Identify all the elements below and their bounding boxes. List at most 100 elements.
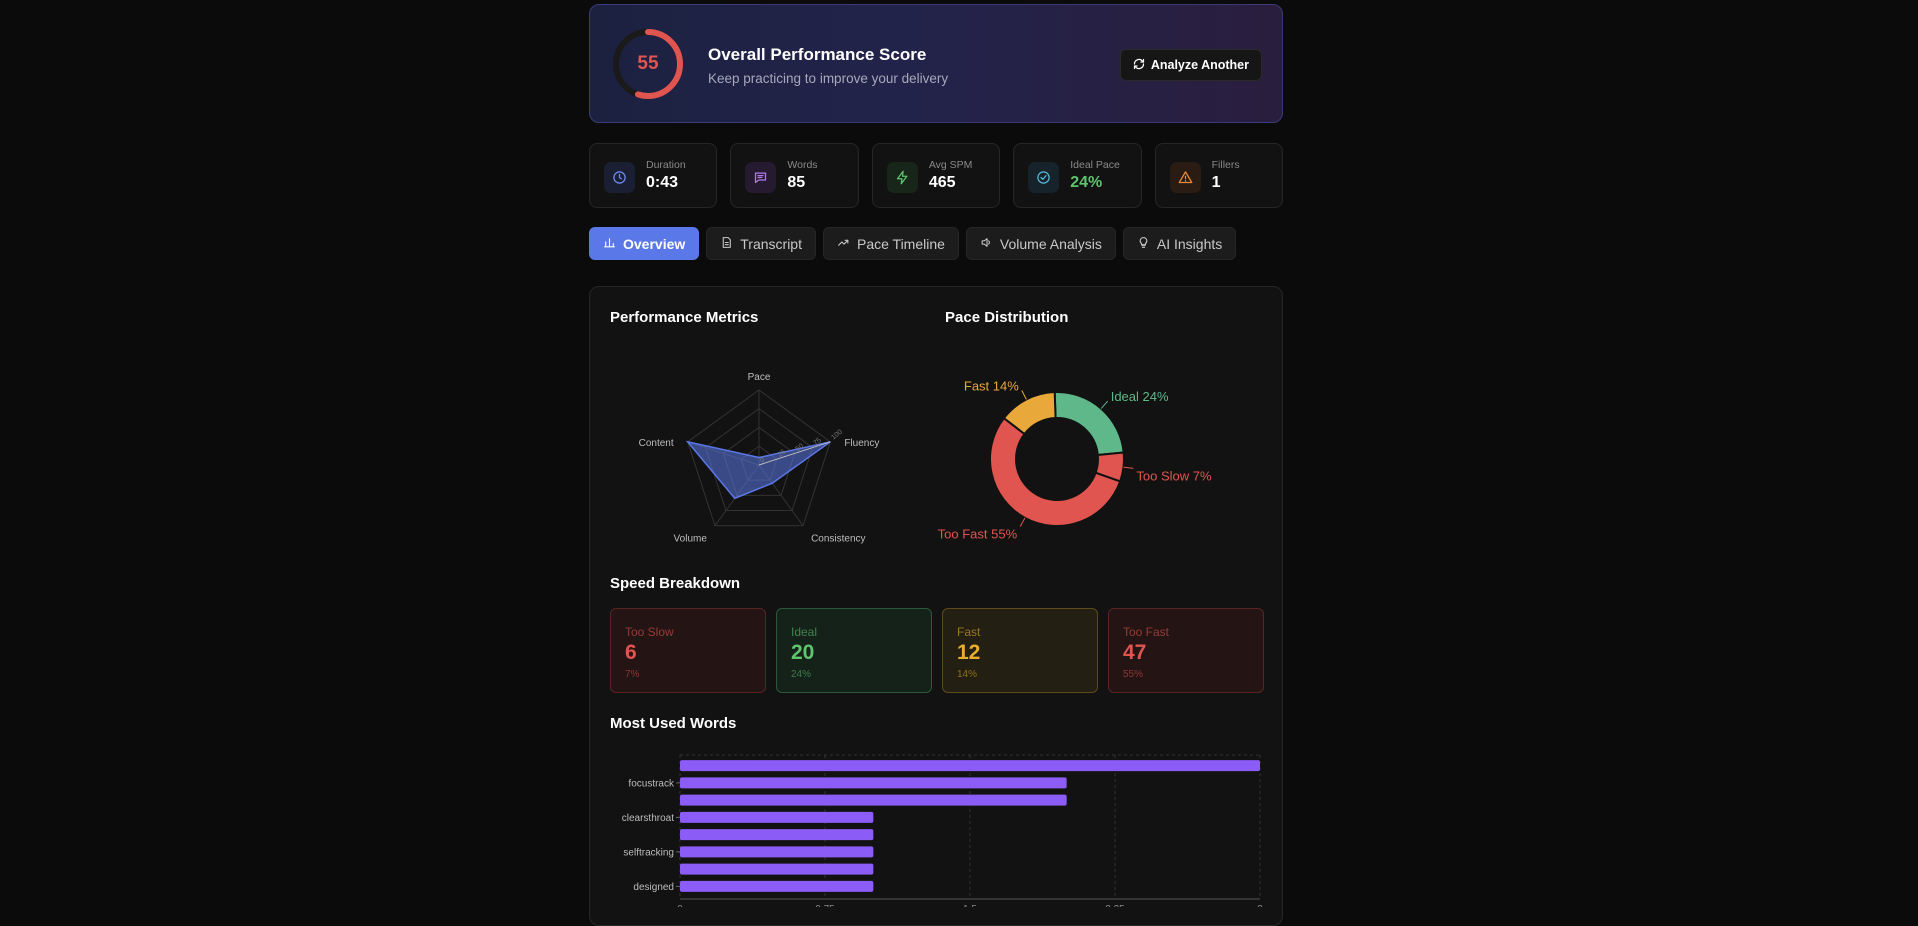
refresh-icon [1133,58,1145,73]
y-tick-label: clearsthroat [622,813,674,824]
tab-transcript[interactable]: Transcript [706,227,816,260]
radar-scale-tick: 75 [812,437,823,447]
clock-icon [604,162,635,193]
stat-value: 1 [1211,174,1221,191]
radar-series-area [685,440,831,500]
tab-ai-insights[interactable]: AI Insights [1122,227,1237,260]
speed-card-too-slow: Too Slow 6 7% [610,608,766,693]
speed-label: Too Fast [1123,625,1170,639]
word-bar [680,760,1260,772]
document-icon [720,236,733,252]
most-used-words-title: Most Used Words [610,715,737,732]
stat-value: 24% [1070,174,1103,191]
donut-slice-label: Fast 14% [964,379,1019,394]
radar-axis-label: Volume [674,534,708,545]
radar-grid-ring [687,389,831,527]
stat-words: Words 85 [730,143,859,208]
score-value: 55 [637,53,659,74]
speed-value: 6 [625,641,637,664]
speed-value: 20 [791,641,815,664]
speed-value: 47 [1123,641,1147,664]
performance-metrics-title: Performance Metrics [610,309,759,326]
stat-label: Ideal Pace [1070,159,1120,171]
tab-label: Overview [623,235,686,252]
word-bar [680,846,874,858]
warning-icon [1169,162,1201,193]
pace-distribution-title: Pace Distribution [945,309,1069,326]
lightbulb-icon [1137,236,1150,252]
x-tick-label: 1.5 [963,904,977,907]
tab-label: AI Insights [1156,235,1223,252]
tab-label: Transcript [740,235,802,252]
tab-overview[interactable]: Overview [589,227,700,260]
donut-label-line [1021,390,1027,400]
radar-scale-tick: 0 [759,457,766,465]
stat-label: Fillers [1211,159,1240,171]
message-icon [745,162,777,193]
tab-volume-analysis[interactable]: Volume Analysis [965,227,1116,260]
pace-distribution-chart: Ideal 24% Too Slow 7% Too Fast 55% Fast 14% [938,379,1212,542]
tab-label: Volume Analysis [999,235,1102,252]
y-tick-label: designed [633,882,674,893]
speed-value: 12 [957,641,981,664]
x-tick-label: 2.25 [1105,904,1125,907]
stat-label: Words [787,159,818,171]
tab-bar: Overview Transcript Pace Timeline Volume… [589,227,1237,260]
speed-breakdown-title: Speed Breakdown [610,575,741,592]
score-subtitle: Keep practicing to improve your delivery [708,71,949,86]
x-tick-label: 0 [677,904,683,907]
word-bar [680,811,874,823]
word-bar [680,880,874,892]
stat-fillers: Fillers 1 [1154,143,1284,208]
stat-duration: Duration 0:43 [589,143,718,208]
stat-ideal-pace: Ideal Pace 24% [1013,143,1142,208]
speed-card-ideal: Ideal 20 24% [776,608,932,693]
donut-label-line [1019,517,1026,527]
radar-scale-axis [758,441,831,466]
radar-grid-ring [722,426,796,496]
speed-breakdown: Too Slow 6 7% Ideal 20 24% Fast 12 14% T… [610,608,1264,693]
radar-scale-tick: 25 [777,448,788,458]
trending-icon [837,236,850,252]
radar-axis-label: Consistency [811,534,865,545]
stat-label: Avg SPM [928,159,973,171]
score-ring-gauge [613,29,683,99]
radar-grid-ring [704,408,814,512]
speed-label: Too Slow [625,625,674,639]
donut-slice-label: Ideal 24% [1111,389,1169,404]
stat-value: 0:43 [646,174,679,191]
stat-label: Duration [646,159,686,171]
word-bar [680,794,1067,806]
performance-radar-chart: 0 25 50 75 100 Pace Fluency Consistency Volume Co… [639,372,880,545]
donut-label-line [1123,466,1134,469]
speed-label: Ideal [791,625,818,639]
radar-axis-label: Content [639,438,674,449]
stat-value: 465 [928,174,956,191]
donut-slice-label: Too Slow 7% [1136,468,1212,483]
speed-card-too-fast: Too Fast 47 55% [1108,608,1264,693]
score-card: 55 Overall Performance Score Keep practi… [589,4,1283,123]
donut-slice-label: Too Fast 55% [938,527,1018,542]
y-tick-label: selftracking [623,847,674,858]
x-tick-label: 3 [1257,904,1263,907]
analyze-another-button[interactable]: Analyze Another [1119,49,1262,81]
word-bar [680,829,874,841]
radar-axis-label: Pace [748,372,771,383]
speed-percent: 14% [957,669,978,680]
score-title: Overall Performance Score [708,45,927,64]
stats-row: Duration 0:43 Words 85 Avg SPM 465 Ideal… [589,143,1284,208]
overview-panel: Performance Metrics Pace Distribution 0 2… [589,286,1283,926]
word-bar [680,777,1067,789]
speed-card-fast: Fast 12 14% [942,608,1098,693]
speed-percent: 55% [1123,669,1144,680]
radar-scale-tick: 100 [830,429,844,442]
stat-value: 85 [787,174,806,191]
x-tick-label: 0.75 [815,904,835,907]
most-used-words-chart: 0 0.75 1.5 2.25 3 focustrack clearsthroat selft… [622,754,1263,907]
analyze-another-label: Analyze Another [1150,58,1249,72]
speaker-icon [980,236,993,252]
bar-chart-icon [603,236,616,252]
tab-label: Pace Timeline [856,235,945,252]
tab-pace-timeline[interactable]: Pace Timeline [822,227,959,260]
score-ring: 55 [610,26,686,102]
